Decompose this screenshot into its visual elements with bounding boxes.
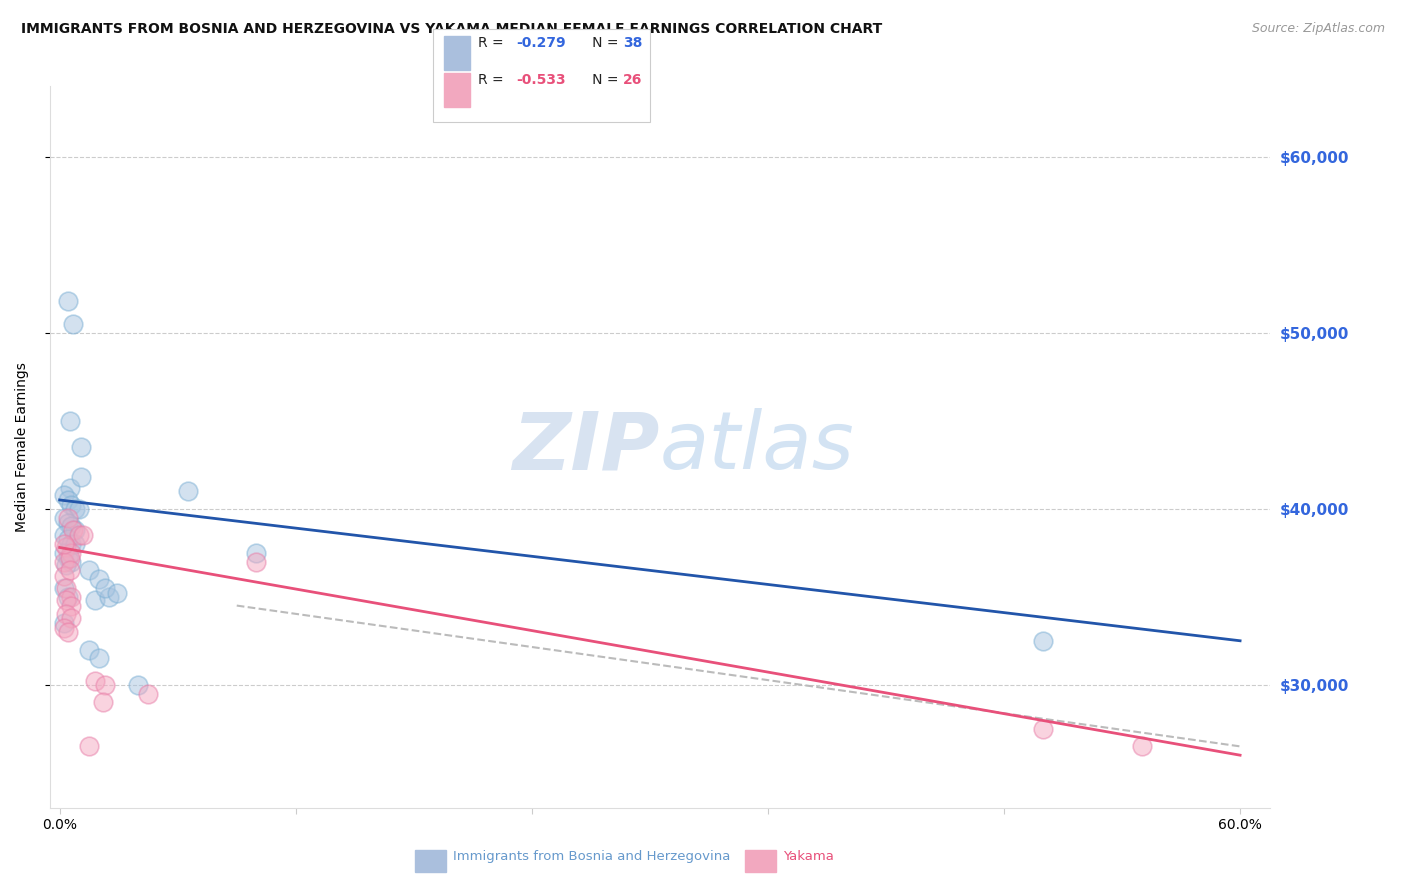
Point — [56, 294, 79, 309]
Point — [52, 616, 75, 631]
Point — [60, 498, 83, 512]
Point — [67, 501, 90, 516]
Text: Immigrants from Bosnia and Herzegovina: Immigrants from Bosnia and Herzegovina — [453, 850, 730, 863]
Text: R =: R = — [478, 73, 508, 87]
Text: Yakama: Yakama — [783, 850, 834, 863]
Point — [56, 624, 79, 639]
Point — [245, 546, 267, 560]
Point — [60, 599, 83, 613]
Point — [56, 590, 79, 604]
Point — [65, 537, 87, 551]
Point — [62, 523, 84, 537]
Y-axis label: Median Female Earnings: Median Female Earnings — [15, 362, 30, 533]
Point — [52, 488, 75, 502]
Point — [52, 555, 75, 569]
Text: Source: ZipAtlas.com: Source: ZipAtlas.com — [1251, 22, 1385, 36]
Point — [91, 695, 114, 709]
Text: 38: 38 — [623, 36, 643, 50]
Point — [1032, 722, 1054, 736]
Point — [245, 555, 267, 569]
Point — [52, 568, 75, 582]
Point — [52, 510, 75, 524]
Point — [56, 493, 79, 508]
Point — [56, 532, 79, 546]
Point — [55, 593, 77, 607]
Point — [127, 678, 149, 692]
Point — [60, 519, 83, 533]
Point — [55, 607, 77, 622]
Point — [60, 611, 83, 625]
Point — [56, 516, 79, 530]
Point — [97, 590, 120, 604]
Point — [52, 537, 75, 551]
Point — [1130, 739, 1153, 754]
Point — [60, 555, 83, 569]
Point — [60, 590, 83, 604]
Text: -0.533: -0.533 — [516, 73, 565, 87]
Point — [56, 510, 79, 524]
Point — [52, 528, 75, 542]
Point — [70, 440, 93, 454]
Point — [56, 551, 79, 566]
Point — [55, 581, 77, 595]
Point — [55, 558, 77, 573]
Text: 26: 26 — [623, 73, 643, 87]
Point — [60, 546, 83, 560]
Text: N =: N = — [579, 36, 623, 50]
Point — [94, 678, 117, 692]
Point — [58, 563, 80, 577]
Text: atlas: atlas — [659, 409, 855, 486]
Point — [55, 541, 77, 555]
Text: R =: R = — [478, 36, 508, 50]
Point — [58, 551, 80, 566]
Text: -0.279: -0.279 — [516, 36, 565, 50]
Text: ZIP: ZIP — [512, 409, 659, 486]
Point — [52, 546, 75, 560]
Point — [65, 523, 87, 537]
Point — [70, 470, 93, 484]
Point — [77, 642, 100, 657]
Point — [84, 593, 107, 607]
Point — [87, 572, 110, 586]
Point — [52, 622, 75, 636]
Point — [67, 528, 90, 542]
Point — [62, 317, 84, 331]
Point — [176, 484, 198, 499]
Point — [58, 481, 80, 495]
Point — [72, 528, 94, 542]
Point — [77, 563, 100, 577]
Point — [77, 739, 100, 754]
Text: IMMIGRANTS FROM BOSNIA AND HERZEGOVINA VS YAKAMA MEDIAN FEMALE EARNINGS CORRELAT: IMMIGRANTS FROM BOSNIA AND HERZEGOVINA V… — [21, 22, 883, 37]
Text: N =: N = — [579, 73, 623, 87]
Point — [84, 674, 107, 689]
Point — [52, 581, 75, 595]
Point — [105, 586, 128, 600]
Point — [94, 581, 117, 595]
Point — [65, 501, 87, 516]
Point — [58, 414, 80, 428]
Point — [136, 687, 159, 701]
Point — [60, 537, 83, 551]
Point — [1032, 633, 1054, 648]
Point — [87, 651, 110, 665]
